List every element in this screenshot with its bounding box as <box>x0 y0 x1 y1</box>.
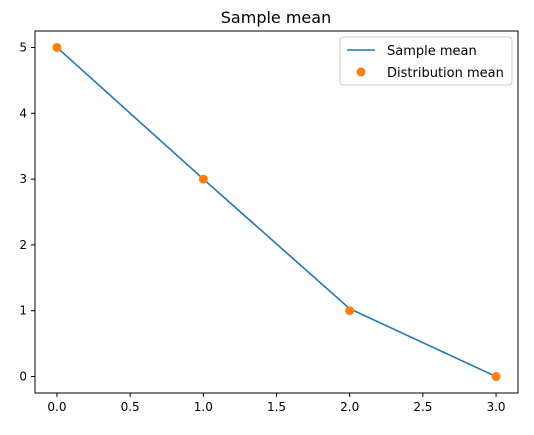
y-tick-label: 2 <box>19 238 27 252</box>
y-axis: 0 1 2 3 4 5 <box>19 40 35 384</box>
y-tick-label: 4 <box>19 106 27 120</box>
x-tick-label: 0.5 <box>121 400 140 414</box>
distribution-mean-legend-swatch <box>356 67 366 77</box>
x-tick-label: 2.5 <box>413 400 432 414</box>
legend-box <box>339 36 513 86</box>
x-tick-label: 1.0 <box>194 400 213 414</box>
y-tick-label: 0 <box>19 370 27 384</box>
y-tick-label: 5 <box>19 40 27 54</box>
distribution-mean-point <box>345 306 355 316</box>
distribution-mean-point <box>198 174 208 184</box>
sample-mean-line <box>56 46 497 378</box>
y-tick-label: 3 <box>19 172 27 186</box>
x-tick-label: 0.0 <box>47 400 66 414</box>
y-tick-label: 1 <box>19 304 27 318</box>
x-tick-label: 2.0 <box>340 400 359 414</box>
distribution-mean-point <box>491 372 501 382</box>
x-tick-label: 1.5 <box>267 400 286 414</box>
distribution-mean-point <box>52 42 62 52</box>
chart-title: Sample mean <box>221 8 331 27</box>
plot-area <box>52 42 501 382</box>
x-tick-label: 3.0 <box>486 400 505 414</box>
x-axis: 0.0 0.5 1.0 1.5 2.0 2.5 3.0 <box>47 393 506 414</box>
sample-mean-legend-label: Sample mean <box>387 44 477 59</box>
legend: Sample mean Distribution mean <box>339 36 513 86</box>
distribution-mean-legend-label: Distribution mean <box>387 66 504 81</box>
